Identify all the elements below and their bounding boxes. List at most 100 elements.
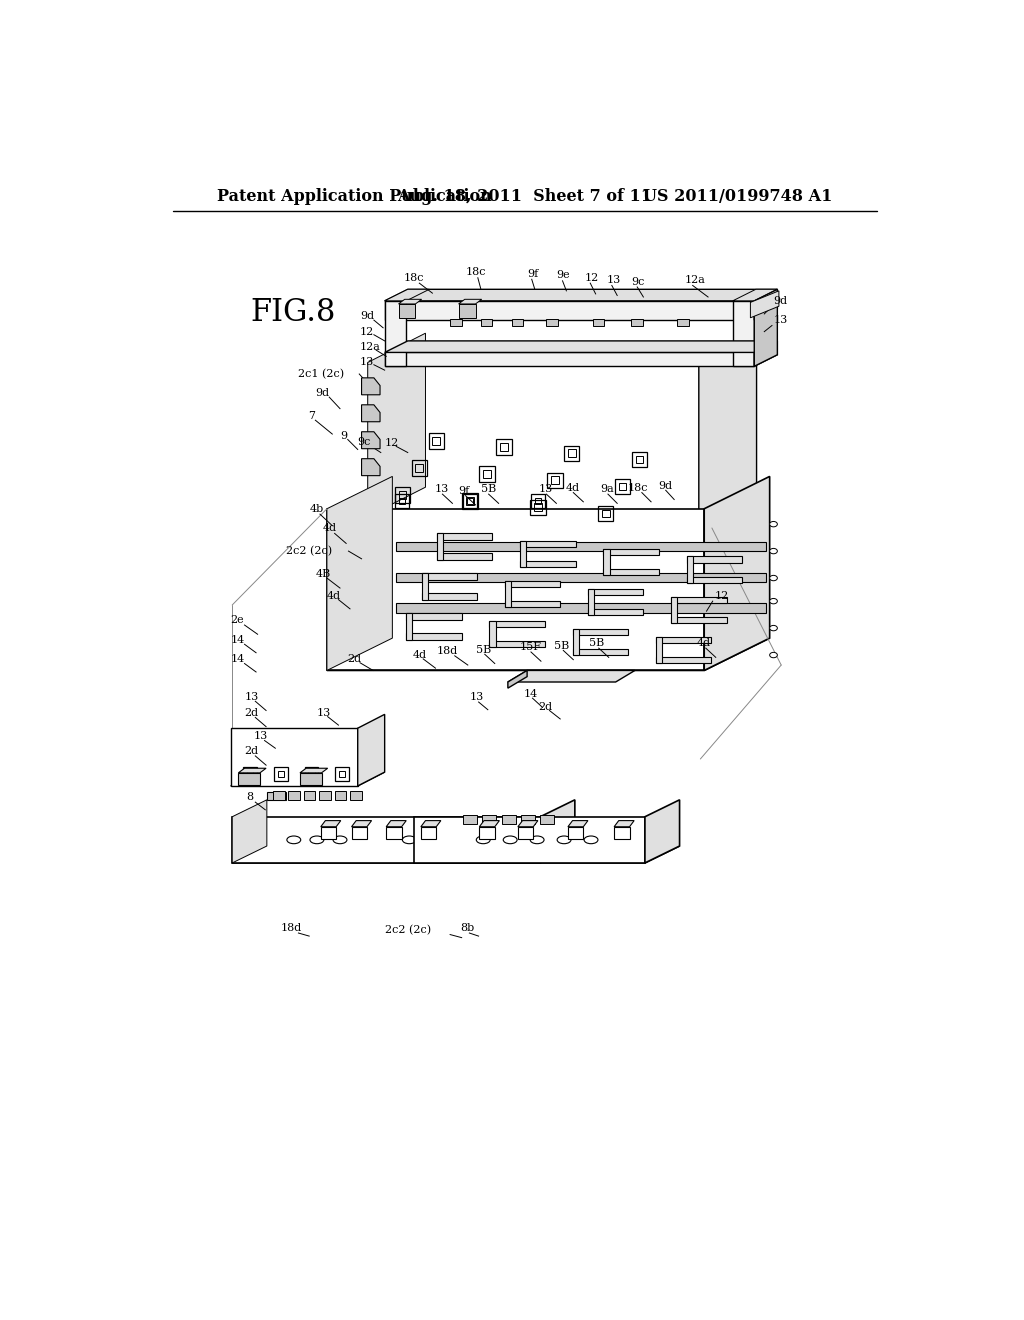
Ellipse shape	[503, 836, 517, 843]
Polygon shape	[414, 846, 680, 863]
Polygon shape	[588, 609, 643, 615]
Polygon shape	[385, 289, 777, 301]
Polygon shape	[386, 821, 407, 826]
Polygon shape	[568, 826, 584, 840]
Text: 13: 13	[360, 358, 374, 367]
Polygon shape	[239, 774, 260, 785]
Text: 2d: 2d	[348, 653, 361, 664]
Polygon shape	[489, 642, 545, 647]
Text: 9f: 9f	[458, 486, 469, 496]
Text: 12a: 12a	[685, 275, 706, 285]
Polygon shape	[588, 589, 643, 595]
Polygon shape	[300, 768, 328, 774]
Text: 2d: 2d	[245, 708, 259, 718]
Polygon shape	[512, 318, 523, 326]
Polygon shape	[572, 628, 628, 635]
Polygon shape	[385, 301, 407, 367]
Polygon shape	[273, 791, 285, 800]
Text: 4d: 4d	[696, 639, 711, 648]
Polygon shape	[300, 774, 322, 785]
Polygon shape	[520, 541, 526, 568]
Text: 12: 12	[385, 438, 399, 449]
Polygon shape	[368, 333, 425, 516]
Text: 9a: 9a	[600, 484, 614, 495]
Text: 18c: 18c	[403, 273, 424, 282]
Polygon shape	[686, 557, 742, 562]
Text: 14: 14	[230, 635, 245, 644]
Polygon shape	[463, 816, 477, 825]
Ellipse shape	[310, 836, 324, 843]
Text: 2d: 2d	[539, 702, 553, 711]
Text: 9d: 9d	[658, 480, 672, 491]
Polygon shape	[755, 289, 777, 367]
Text: 14: 14	[230, 653, 245, 664]
Polygon shape	[614, 826, 630, 840]
Text: 9: 9	[340, 430, 347, 441]
Polygon shape	[335, 791, 346, 800]
Polygon shape	[421, 826, 436, 840]
Polygon shape	[385, 289, 429, 301]
Text: 9c: 9c	[357, 437, 371, 446]
Polygon shape	[751, 290, 779, 318]
Polygon shape	[327, 477, 392, 671]
Polygon shape	[518, 821, 538, 826]
Polygon shape	[686, 577, 742, 582]
Text: 5B: 5B	[481, 484, 497, 495]
Text: 4d: 4d	[327, 591, 341, 601]
Polygon shape	[350, 791, 361, 800]
Ellipse shape	[770, 598, 777, 603]
Polygon shape	[319, 791, 331, 800]
Text: 15F: 15F	[519, 643, 542, 652]
Polygon shape	[479, 826, 495, 840]
Polygon shape	[422, 594, 477, 599]
Text: Patent Application Publication: Patent Application Publication	[217, 189, 492, 206]
Text: 4B: 4B	[315, 569, 331, 579]
Polygon shape	[520, 561, 575, 568]
Polygon shape	[396, 603, 766, 612]
Text: 13: 13	[606, 275, 621, 285]
Polygon shape	[385, 301, 755, 321]
Polygon shape	[645, 800, 680, 863]
Ellipse shape	[584, 836, 598, 843]
Text: 4b: 4b	[310, 504, 325, 513]
Ellipse shape	[770, 548, 777, 554]
Polygon shape	[733, 289, 777, 301]
Ellipse shape	[530, 836, 544, 843]
Polygon shape	[502, 816, 515, 825]
Text: 2c2 (2c): 2c2 (2c)	[286, 546, 332, 556]
Polygon shape	[232, 817, 541, 863]
Text: 2c2 (2c): 2c2 (2c)	[385, 925, 431, 935]
Ellipse shape	[449, 836, 463, 843]
Polygon shape	[671, 597, 677, 623]
Polygon shape	[304, 791, 315, 800]
Polygon shape	[267, 792, 286, 800]
Text: 8: 8	[246, 792, 253, 803]
Text: 9e: 9e	[556, 271, 570, 280]
Polygon shape	[505, 581, 560, 587]
Polygon shape	[357, 714, 385, 785]
Polygon shape	[414, 817, 645, 863]
Polygon shape	[396, 573, 766, 582]
Polygon shape	[481, 318, 493, 326]
Polygon shape	[232, 800, 267, 863]
Polygon shape	[505, 601, 560, 607]
Text: 9f: 9f	[527, 269, 539, 279]
Polygon shape	[755, 289, 777, 321]
Polygon shape	[655, 636, 662, 663]
Polygon shape	[655, 636, 711, 643]
Polygon shape	[572, 628, 579, 655]
Text: 5B: 5B	[590, 639, 605, 648]
Text: US 2011/0199748 A1: US 2011/0199748 A1	[643, 189, 833, 206]
Polygon shape	[459, 304, 475, 318]
Polygon shape	[603, 569, 658, 576]
Polygon shape	[588, 589, 594, 615]
Polygon shape	[289, 791, 300, 800]
Polygon shape	[386, 826, 401, 840]
Ellipse shape	[557, 836, 571, 843]
Text: 13: 13	[245, 693, 259, 702]
Text: 12: 12	[585, 273, 599, 282]
Polygon shape	[671, 616, 727, 623]
Text: 13: 13	[435, 484, 449, 495]
Text: 14: 14	[523, 689, 538, 698]
Text: 8b: 8b	[460, 924, 474, 933]
